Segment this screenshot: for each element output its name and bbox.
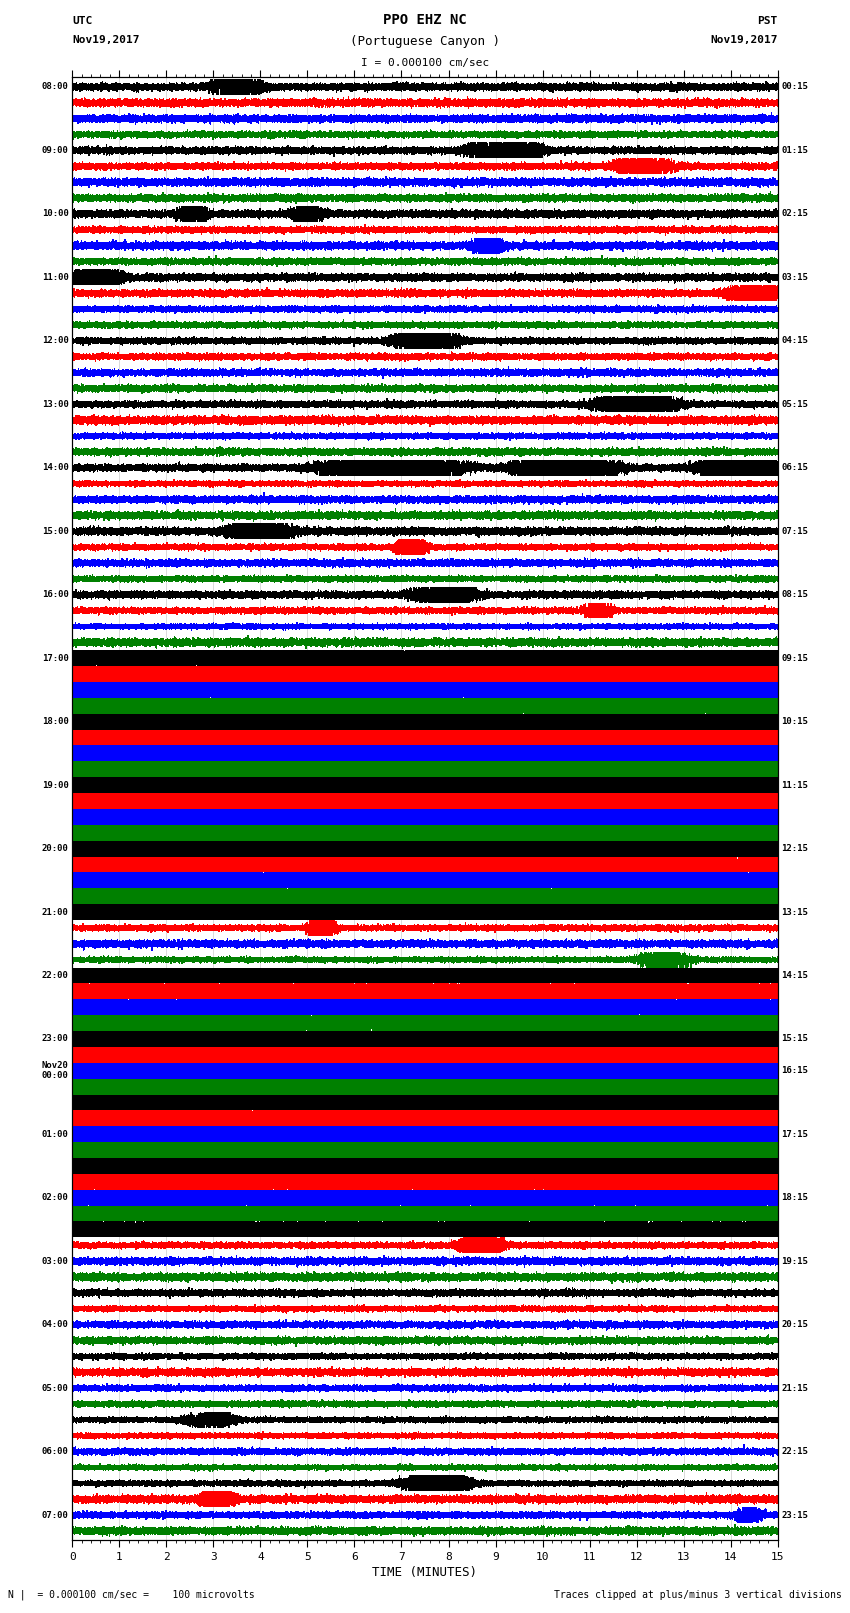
Text: 15:00: 15:00 [42, 527, 69, 536]
Text: 23:00: 23:00 [42, 1034, 69, 1044]
Text: 09:00: 09:00 [42, 145, 69, 155]
Text: 13:15: 13:15 [781, 908, 808, 916]
Text: 07:00: 07:00 [42, 1510, 69, 1519]
Text: 22:15: 22:15 [781, 1447, 808, 1457]
Text: 14:15: 14:15 [781, 971, 808, 981]
Text: 12:00: 12:00 [42, 337, 69, 345]
Text: (Portuguese Canyon ): (Portuguese Canyon ) [350, 35, 500, 48]
Text: 12:15: 12:15 [781, 844, 808, 853]
Text: 17:15: 17:15 [781, 1129, 808, 1139]
Text: 15:15: 15:15 [781, 1034, 808, 1044]
Text: UTC: UTC [72, 16, 93, 26]
Text: 01:00: 01:00 [42, 1129, 69, 1139]
Text: 16:15: 16:15 [781, 1066, 808, 1076]
Text: 22:00: 22:00 [42, 971, 69, 981]
Text: 11:00: 11:00 [42, 273, 69, 282]
Text: PST: PST [757, 16, 778, 26]
Text: 11:15: 11:15 [781, 781, 808, 790]
Text: 08:15: 08:15 [781, 590, 808, 598]
Text: 00:15: 00:15 [781, 82, 808, 92]
Text: 16:00: 16:00 [42, 590, 69, 598]
Text: Traces clipped at plus/minus 3 vertical divisions: Traces clipped at plus/minus 3 vertical … [553, 1590, 842, 1600]
Text: 23:15: 23:15 [781, 1510, 808, 1519]
Text: 09:15: 09:15 [781, 653, 808, 663]
Text: N |  = 0.000100 cm/sec =    100 microvolts: N | = 0.000100 cm/sec = 100 microvolts [8, 1589, 255, 1600]
Text: Nov19,2017: Nov19,2017 [72, 35, 139, 45]
Text: Nov20
00:00: Nov20 00:00 [42, 1061, 69, 1081]
Text: 04:00: 04:00 [42, 1319, 69, 1329]
Text: 07:15: 07:15 [781, 527, 808, 536]
Text: 19:15: 19:15 [781, 1257, 808, 1266]
Text: 05:00: 05:00 [42, 1384, 69, 1392]
Text: 06:15: 06:15 [781, 463, 808, 473]
Text: 10:15: 10:15 [781, 718, 808, 726]
Text: 06:00: 06:00 [42, 1447, 69, 1457]
Text: 01:15: 01:15 [781, 145, 808, 155]
Text: 14:00: 14:00 [42, 463, 69, 473]
Text: 08:00: 08:00 [42, 82, 69, 92]
Text: 02:00: 02:00 [42, 1194, 69, 1202]
Text: 21:00: 21:00 [42, 908, 69, 916]
Text: 18:15: 18:15 [781, 1194, 808, 1202]
Text: 20:00: 20:00 [42, 844, 69, 853]
Text: Nov19,2017: Nov19,2017 [711, 35, 778, 45]
Text: PPO EHZ NC: PPO EHZ NC [383, 13, 467, 27]
Text: 19:00: 19:00 [42, 781, 69, 790]
Text: I = 0.000100 cm/sec: I = 0.000100 cm/sec [361, 58, 489, 68]
Text: 10:00: 10:00 [42, 210, 69, 218]
Text: 20:15: 20:15 [781, 1319, 808, 1329]
Text: 03:00: 03:00 [42, 1257, 69, 1266]
Text: 04:15: 04:15 [781, 337, 808, 345]
Text: 02:15: 02:15 [781, 210, 808, 218]
Text: 03:15: 03:15 [781, 273, 808, 282]
Text: 21:15: 21:15 [781, 1384, 808, 1392]
Text: 13:00: 13:00 [42, 400, 69, 408]
Text: 17:00: 17:00 [42, 653, 69, 663]
X-axis label: TIME (MINUTES): TIME (MINUTES) [372, 1566, 478, 1579]
Text: 18:00: 18:00 [42, 718, 69, 726]
Text: 05:15: 05:15 [781, 400, 808, 408]
